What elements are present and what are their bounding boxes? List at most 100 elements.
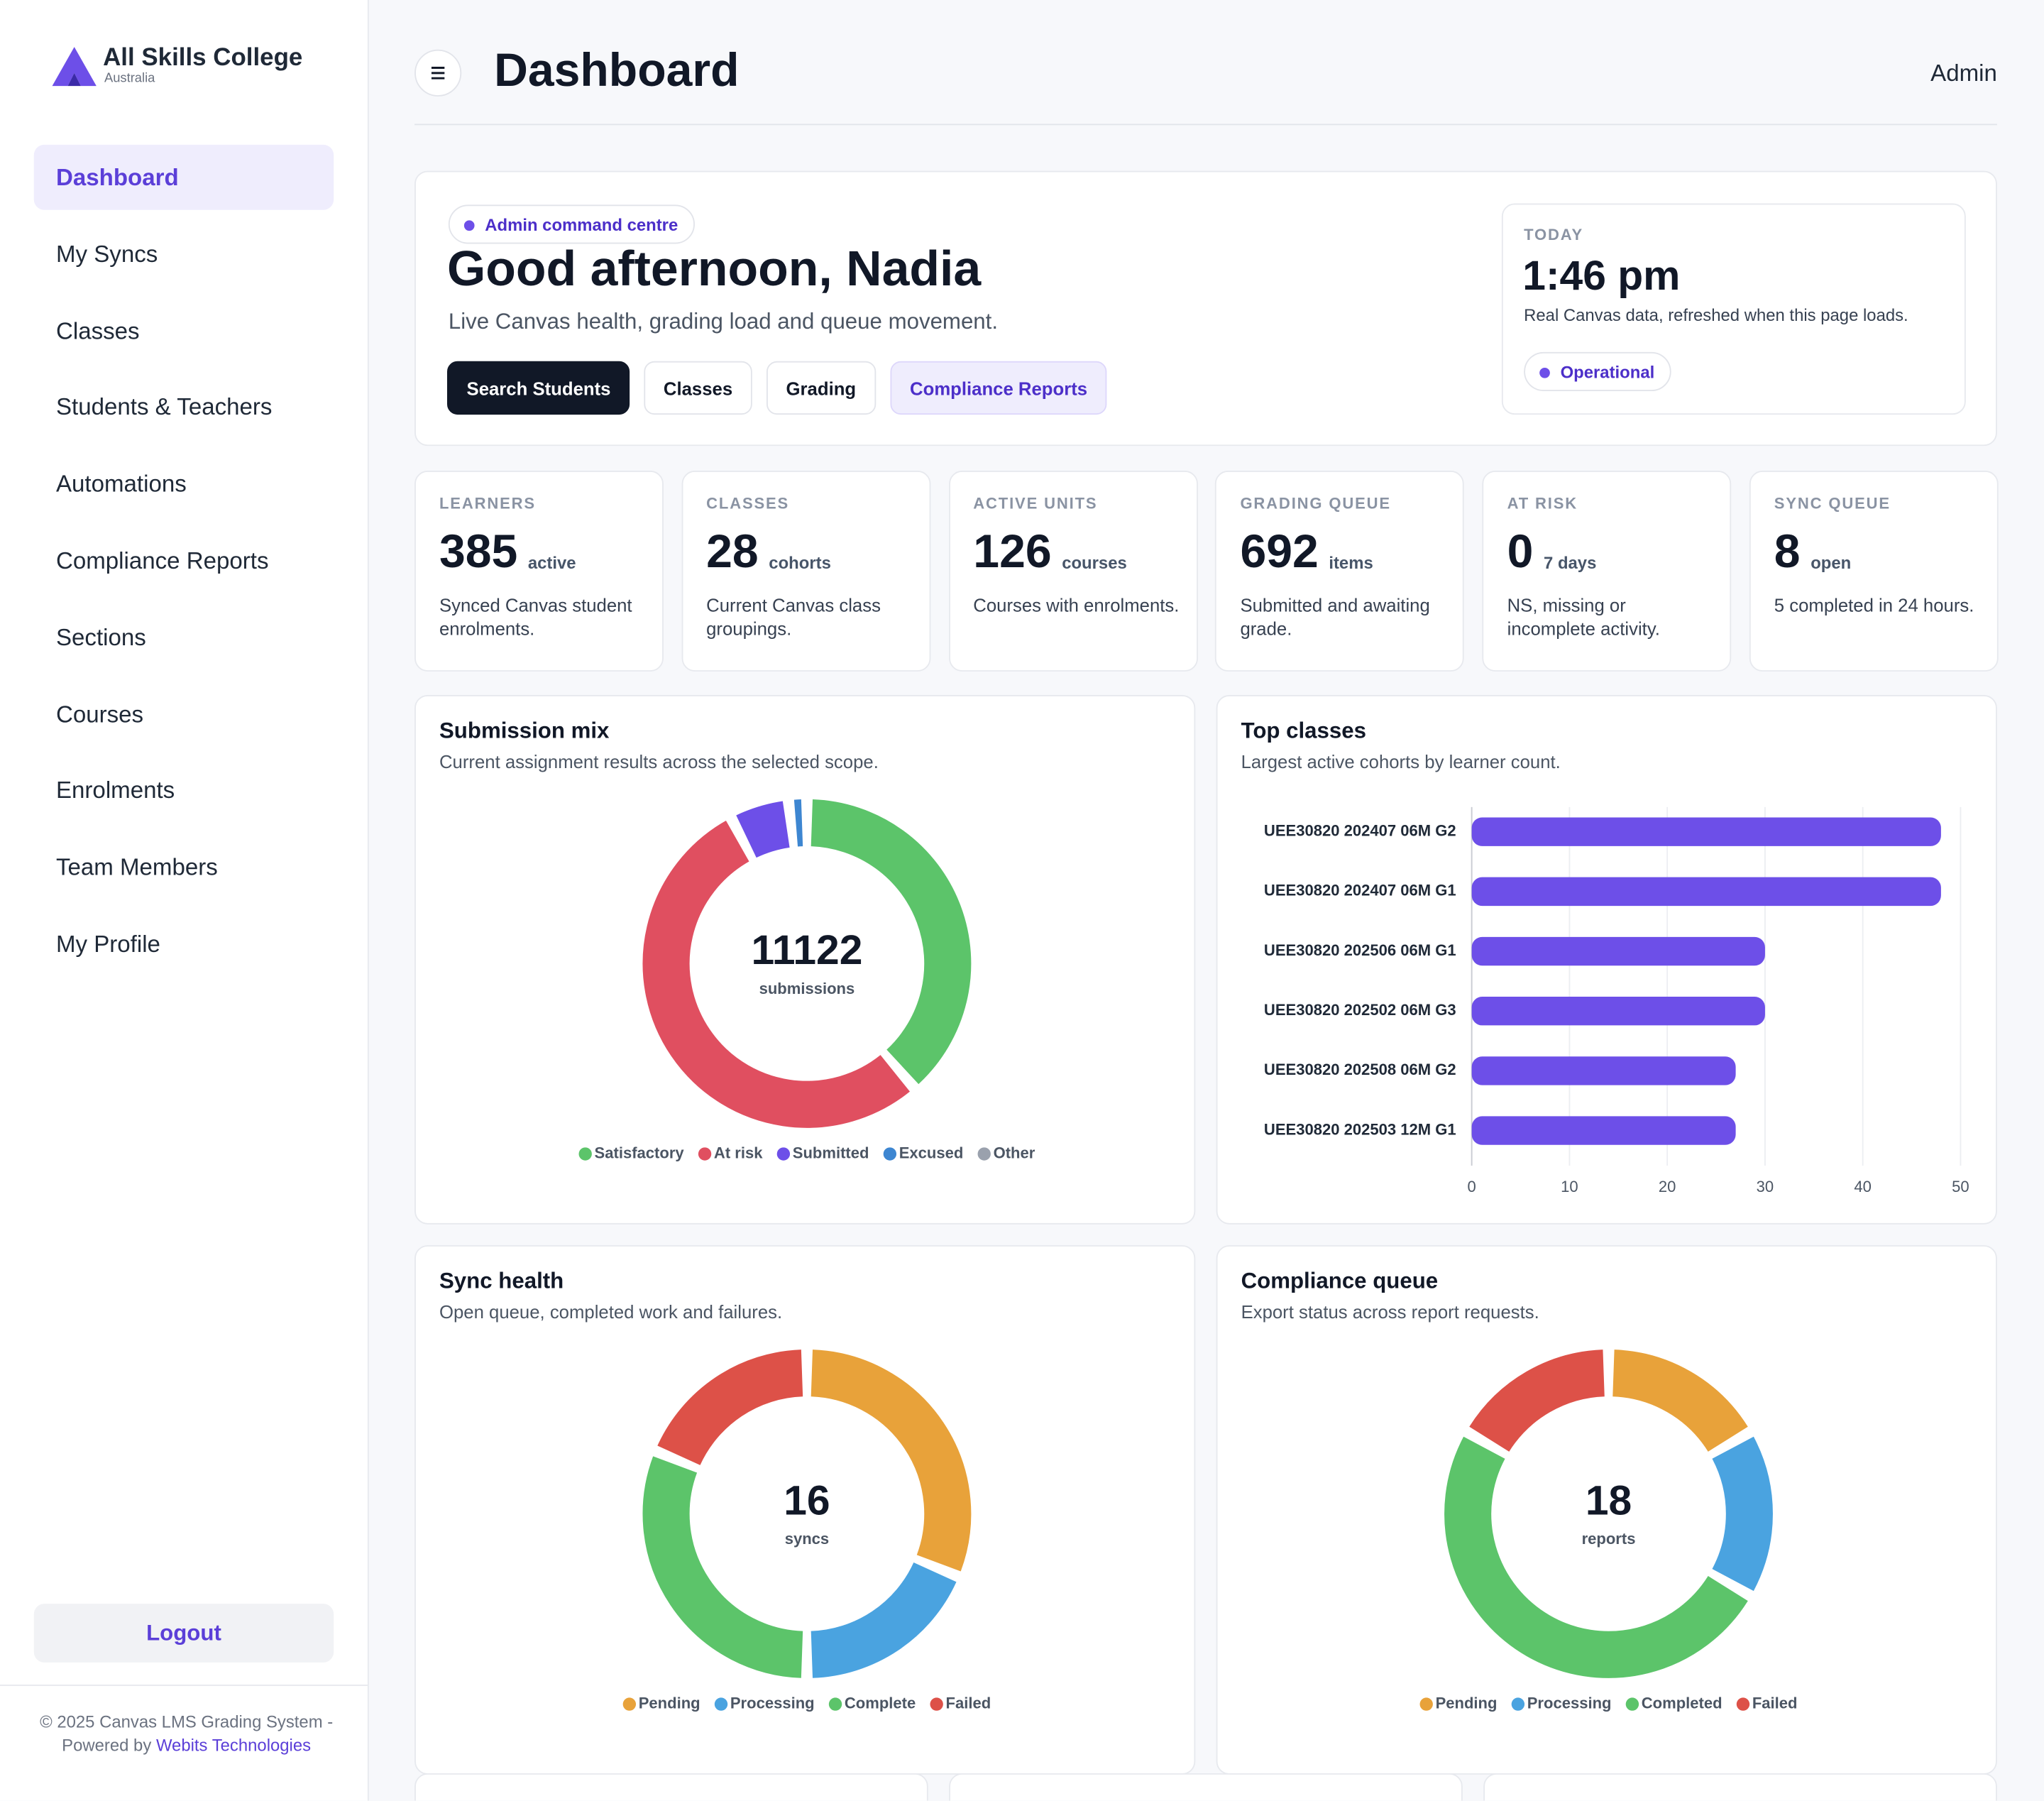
nav-item[interactable]: Sections: [34, 605, 334, 670]
bar: [1472, 877, 1941, 906]
donut-total: 16: [784, 1477, 830, 1523]
legend-label: Excused: [899, 1144, 964, 1161]
kpi-label: ACTIVE UNITS: [973, 494, 1097, 513]
legend-swatch: [978, 1147, 991, 1160]
x-tick-label: 10: [1561, 1178, 1578, 1195]
x-tick-label: 20: [1659, 1178, 1676, 1195]
legend-label: Satisfactory: [595, 1144, 685, 1161]
legend-swatch: [884, 1147, 896, 1160]
kpi-unit: active: [528, 553, 576, 573]
x-tick-label: 50: [1952, 1178, 1969, 1195]
greeting: Good afternoon, Nadia: [447, 243, 981, 299]
legend-swatch: [1512, 1697, 1524, 1710]
donut-segment: [678, 1373, 802, 1455]
action-button[interactable]: Compliance Reports: [890, 361, 1106, 415]
legend-label: Failed: [1752, 1694, 1798, 1712]
donut-total-label: reports: [1582, 1530, 1636, 1548]
kpi-label: GRADING QUEUE: [1240, 494, 1390, 513]
card: [414, 1773, 928, 1801]
donut-segment: [1613, 1373, 1727, 1439]
kpi-value: 0: [1507, 524, 1534, 579]
y-tick-label: UEE30820 202502 06M G3: [1264, 1001, 1456, 1019]
legend-label: Other: [994, 1144, 1035, 1161]
nav-item[interactable]: Enrolments: [34, 758, 334, 823]
kpi-note: Current Canvas class groupings.: [706, 593, 915, 640]
kpi-note: Submitted and awaiting grade.: [1240, 593, 1449, 640]
today-label: TODAY: [1524, 226, 1583, 244]
bar: [1472, 1056, 1736, 1085]
today-time: 1:46 pm: [1522, 251, 1680, 300]
kpi-unit: cohorts: [769, 553, 831, 573]
legend-label: Complete: [845, 1694, 916, 1712]
divider: [0, 1685, 368, 1686]
legend-swatch: [930, 1697, 943, 1710]
kpi-value: 8: [1774, 524, 1801, 579]
legend-swatch: [579, 1147, 592, 1160]
y-tick-label: UEE30820 202407 06M G2: [1264, 822, 1456, 840]
kpi-label: SYNC QUEUE: [1774, 494, 1891, 513]
legend-swatch: [777, 1147, 790, 1160]
bar: [1472, 817, 1941, 845]
legend-label: At risk: [714, 1144, 763, 1161]
bar: [1472, 997, 1765, 1025]
action-button[interactable]: Classes: [644, 361, 752, 415]
kpi-unit: courses: [1062, 553, 1127, 573]
legend-swatch: [1626, 1697, 1639, 1710]
nav-item[interactable]: Automations: [34, 451, 334, 517]
y-tick-label: UEE30820 202503 12M G1: [1264, 1120, 1456, 1138]
legend-label: Processing: [730, 1694, 815, 1712]
brand-sub: Australia: [104, 72, 155, 86]
nav-item[interactable]: Team Members: [34, 835, 334, 900]
y-tick-label: UEE30820 202506 06M G1: [1264, 941, 1456, 959]
legend-label: Processing: [1527, 1694, 1612, 1712]
nav-item[interactable]: My Syncs: [34, 221, 334, 287]
legend-swatch: [1737, 1697, 1749, 1710]
donut-total-label: syncs: [785, 1530, 829, 1548]
donut-segment: [1489, 1373, 1603, 1439]
card: [949, 1773, 1463, 1801]
nav-item[interactable]: Courses: [34, 681, 334, 747]
nav-item[interactable]: Dashboard: [34, 145, 334, 210]
kpi-value: 28: [706, 524, 759, 579]
donut-segment: [666, 1465, 802, 1655]
logo: [52, 47, 96, 86]
donut-total: 18: [1586, 1477, 1632, 1523]
donut-segment: [812, 1572, 935, 1655]
legend-swatch: [829, 1697, 842, 1710]
user-name[interactable]: Admin: [1930, 60, 1997, 87]
footer: © 2025 Canvas LMS Grading System - Power…: [36, 1711, 336, 1758]
kpi-value: 692: [1240, 524, 1318, 579]
hero-subtitle: Live Canvas health, grading load and que…: [449, 309, 998, 335]
kpi-note: NS, missing or incomplete activity.: [1507, 593, 1716, 640]
nav-item[interactable]: Students & Teachers: [34, 375, 334, 440]
footer-link[interactable]: Webits Technologies: [156, 1736, 311, 1756]
bar: [1472, 1116, 1736, 1144]
nav-item[interactable]: Compliance Reports: [34, 528, 334, 593]
menu-button[interactable]: [414, 50, 461, 97]
legend-swatch: [623, 1697, 636, 1710]
legend-label: Submitted: [793, 1144, 869, 1161]
action-button[interactable]: Grading: [766, 361, 876, 415]
logout-button[interactable]: Logout: [34, 1604, 334, 1663]
nav-item[interactable]: Classes: [34, 298, 334, 363]
action-button[interactable]: Search Students: [447, 361, 630, 415]
nav-item[interactable]: My Profile: [34, 912, 334, 977]
x-tick-label: 0: [1468, 1178, 1476, 1195]
donut-segment: [812, 1373, 947, 1563]
legend-label: Failed: [946, 1694, 991, 1712]
menu-icon: [416, 51, 460, 95]
